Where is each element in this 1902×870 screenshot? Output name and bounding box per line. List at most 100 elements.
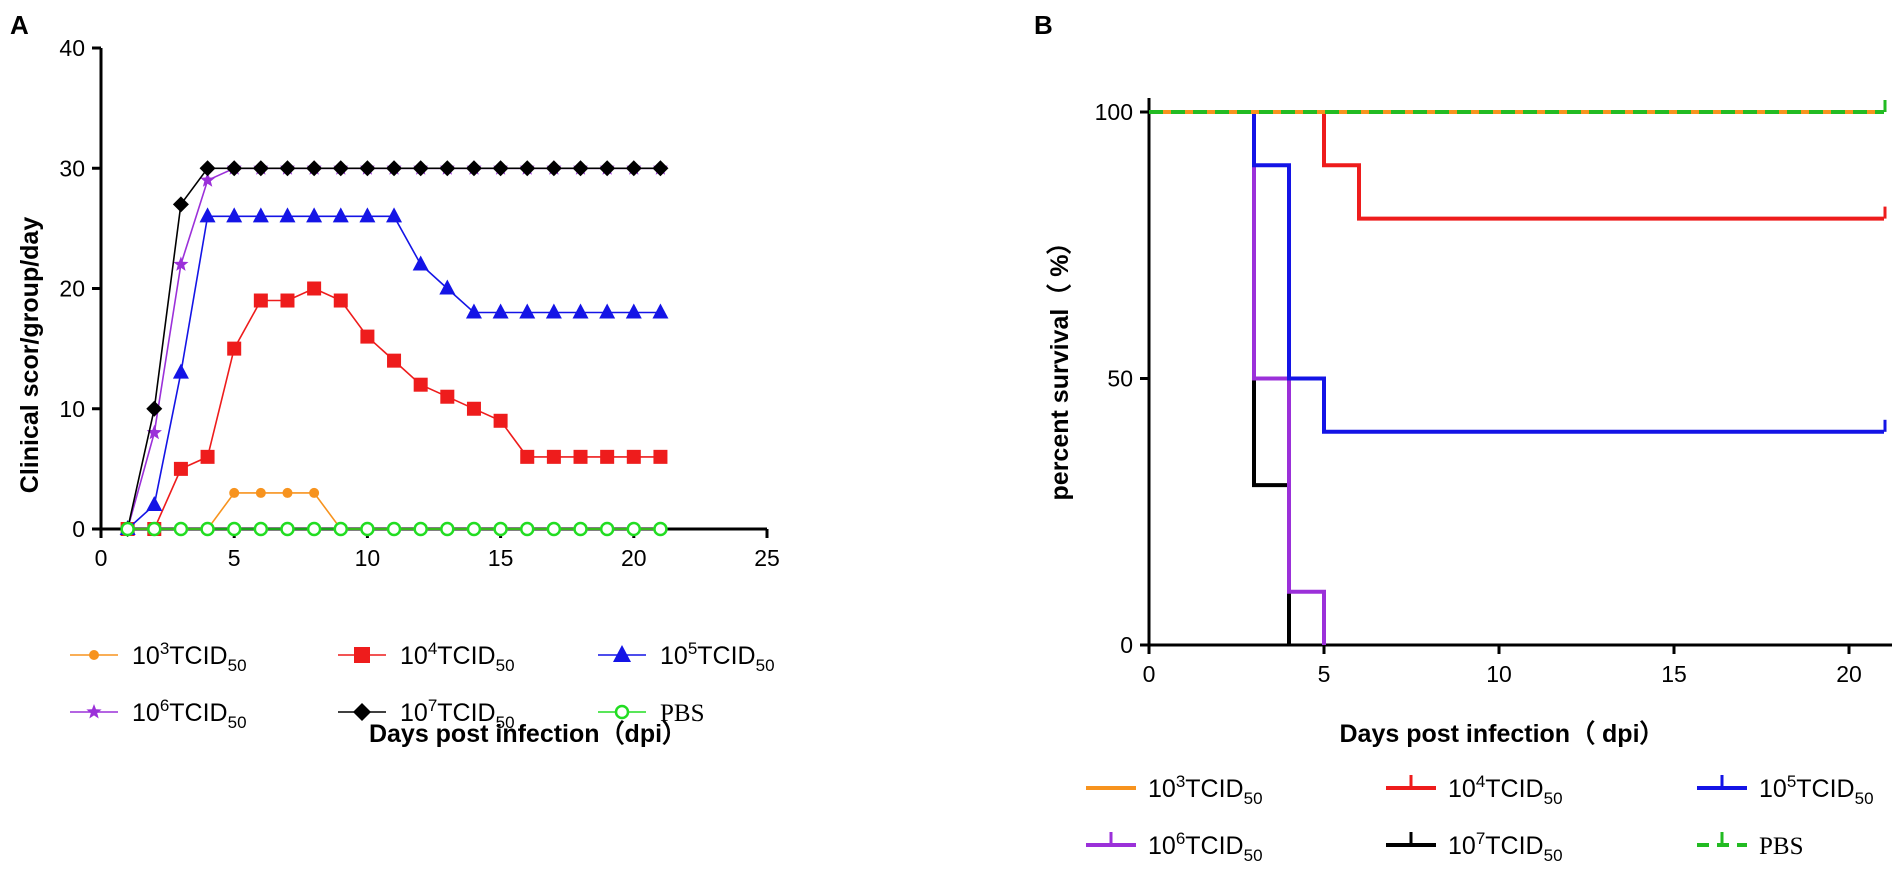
data-point xyxy=(546,449,561,464)
data-point xyxy=(333,521,349,537)
data-point xyxy=(572,303,589,319)
data-point xyxy=(200,449,215,464)
legend-unit: TCID xyxy=(1485,775,1543,803)
data-point xyxy=(89,650,99,660)
data-point xyxy=(653,449,668,464)
data-point xyxy=(653,521,668,537)
data-point xyxy=(626,449,641,464)
legend-subscript: 50 xyxy=(756,656,775,675)
data-point xyxy=(599,521,615,537)
data-point xyxy=(360,329,375,344)
data-point xyxy=(353,703,371,721)
data-point xyxy=(199,207,216,223)
legend-item: 107TCID50 xyxy=(338,696,515,732)
legend-exponent: 4 xyxy=(428,639,437,658)
panel-b-x-axis-title: Days post infection（ dpi） xyxy=(1339,719,1664,748)
data-point xyxy=(439,160,456,177)
legend-unit: TCID xyxy=(1185,832,1243,860)
data-point xyxy=(253,293,268,308)
legend-item: 104TCID50 xyxy=(338,639,515,675)
data-point xyxy=(519,303,536,319)
panel-a-x-tick-label: 10 xyxy=(355,545,381,571)
series-line-tcid50-1e4 xyxy=(120,281,668,536)
data-point xyxy=(229,487,240,498)
data-point xyxy=(253,521,269,537)
data-point xyxy=(255,487,266,498)
data-point xyxy=(279,160,296,177)
data-point xyxy=(226,207,243,223)
legend-base: 10 xyxy=(1448,775,1476,803)
panel-a-y-tick-label: 20 xyxy=(59,276,85,302)
legend-label: 106TCID50 xyxy=(1148,829,1263,865)
panel-a-x-tick-label: 25 xyxy=(754,545,780,571)
data-point xyxy=(386,207,403,223)
panel-b-y-tick-label: 0 xyxy=(1120,632,1133,658)
legend-unit: TCID xyxy=(437,699,495,727)
legend-unit: TCID xyxy=(1796,775,1854,803)
legend-exponent: 3 xyxy=(160,639,169,658)
data-point xyxy=(545,303,562,319)
data-point xyxy=(599,303,616,319)
data-point xyxy=(520,449,535,464)
data-point xyxy=(332,207,349,223)
legend-base: 10 xyxy=(400,642,428,670)
data-point xyxy=(412,160,429,177)
legend-exponent: 4 xyxy=(1476,772,1485,791)
data-point xyxy=(545,160,562,177)
legend-subscript: 50 xyxy=(1855,789,1874,808)
legend-label: 105TCID50 xyxy=(1759,772,1874,808)
legend-unit: TCID xyxy=(437,642,495,670)
legend-unit: TCID xyxy=(1485,832,1543,860)
legend-base: 10 xyxy=(1448,832,1476,860)
data-point xyxy=(360,521,375,537)
panel-b-x-tick-label: 0 xyxy=(1143,661,1156,687)
legend-label: 104TCID50 xyxy=(1448,772,1563,808)
legend-item: 106TCID50 xyxy=(70,696,247,732)
panel-a-x-tick-label: 20 xyxy=(621,545,647,571)
legend-exponent: 6 xyxy=(160,696,169,715)
panel-b-y-axis-title: percent survival（ %） xyxy=(1045,230,1074,501)
data-point xyxy=(573,449,588,464)
panel-a-x-tick-label: 15 xyxy=(488,545,514,571)
legend-item: PBS xyxy=(1697,832,1803,860)
legend-item: 105TCID50 xyxy=(1697,772,1874,808)
data-point xyxy=(519,521,535,537)
legend-subscript: 50 xyxy=(496,713,515,732)
legend-item: 104TCID50 xyxy=(1386,772,1563,808)
legend-unit: PBS xyxy=(660,700,704,727)
data-point xyxy=(440,521,455,537)
data-point xyxy=(279,207,296,223)
data-point xyxy=(412,255,429,271)
legend-label: 103TCID50 xyxy=(1148,772,1263,808)
data-point xyxy=(572,160,589,177)
data-point xyxy=(252,160,269,177)
data-point xyxy=(200,521,215,537)
legend-subscript: 50 xyxy=(1244,846,1263,865)
legend-unit: PBS xyxy=(1759,833,1803,860)
data-point xyxy=(86,704,102,719)
series-path xyxy=(126,167,661,530)
panel-a-x-tick-label: 0 xyxy=(95,545,108,571)
legend-item: PBS xyxy=(598,700,704,727)
panel-b-x-tick-label: 20 xyxy=(1836,661,1862,687)
legend-base: 10 xyxy=(660,642,688,670)
data-point xyxy=(172,196,189,213)
panel-b-axes: 0 5 10 15 20 0 50 100 xyxy=(1095,98,1892,687)
legend-exponent: 3 xyxy=(1176,772,1185,791)
data-point xyxy=(306,521,322,537)
series-path xyxy=(127,215,661,530)
legend-exponent: 5 xyxy=(688,639,697,658)
data-point xyxy=(306,160,323,177)
data-point xyxy=(199,160,216,177)
data-point xyxy=(652,160,669,177)
data-point xyxy=(120,521,135,537)
data-point xyxy=(546,521,562,537)
data-point xyxy=(626,521,642,537)
data-point xyxy=(386,160,403,177)
legend-label: 107TCID50 xyxy=(400,696,515,732)
legend-subscript: 50 xyxy=(1544,846,1563,865)
series-line-tcid50-1e7 xyxy=(119,160,669,537)
series-path xyxy=(127,287,661,530)
